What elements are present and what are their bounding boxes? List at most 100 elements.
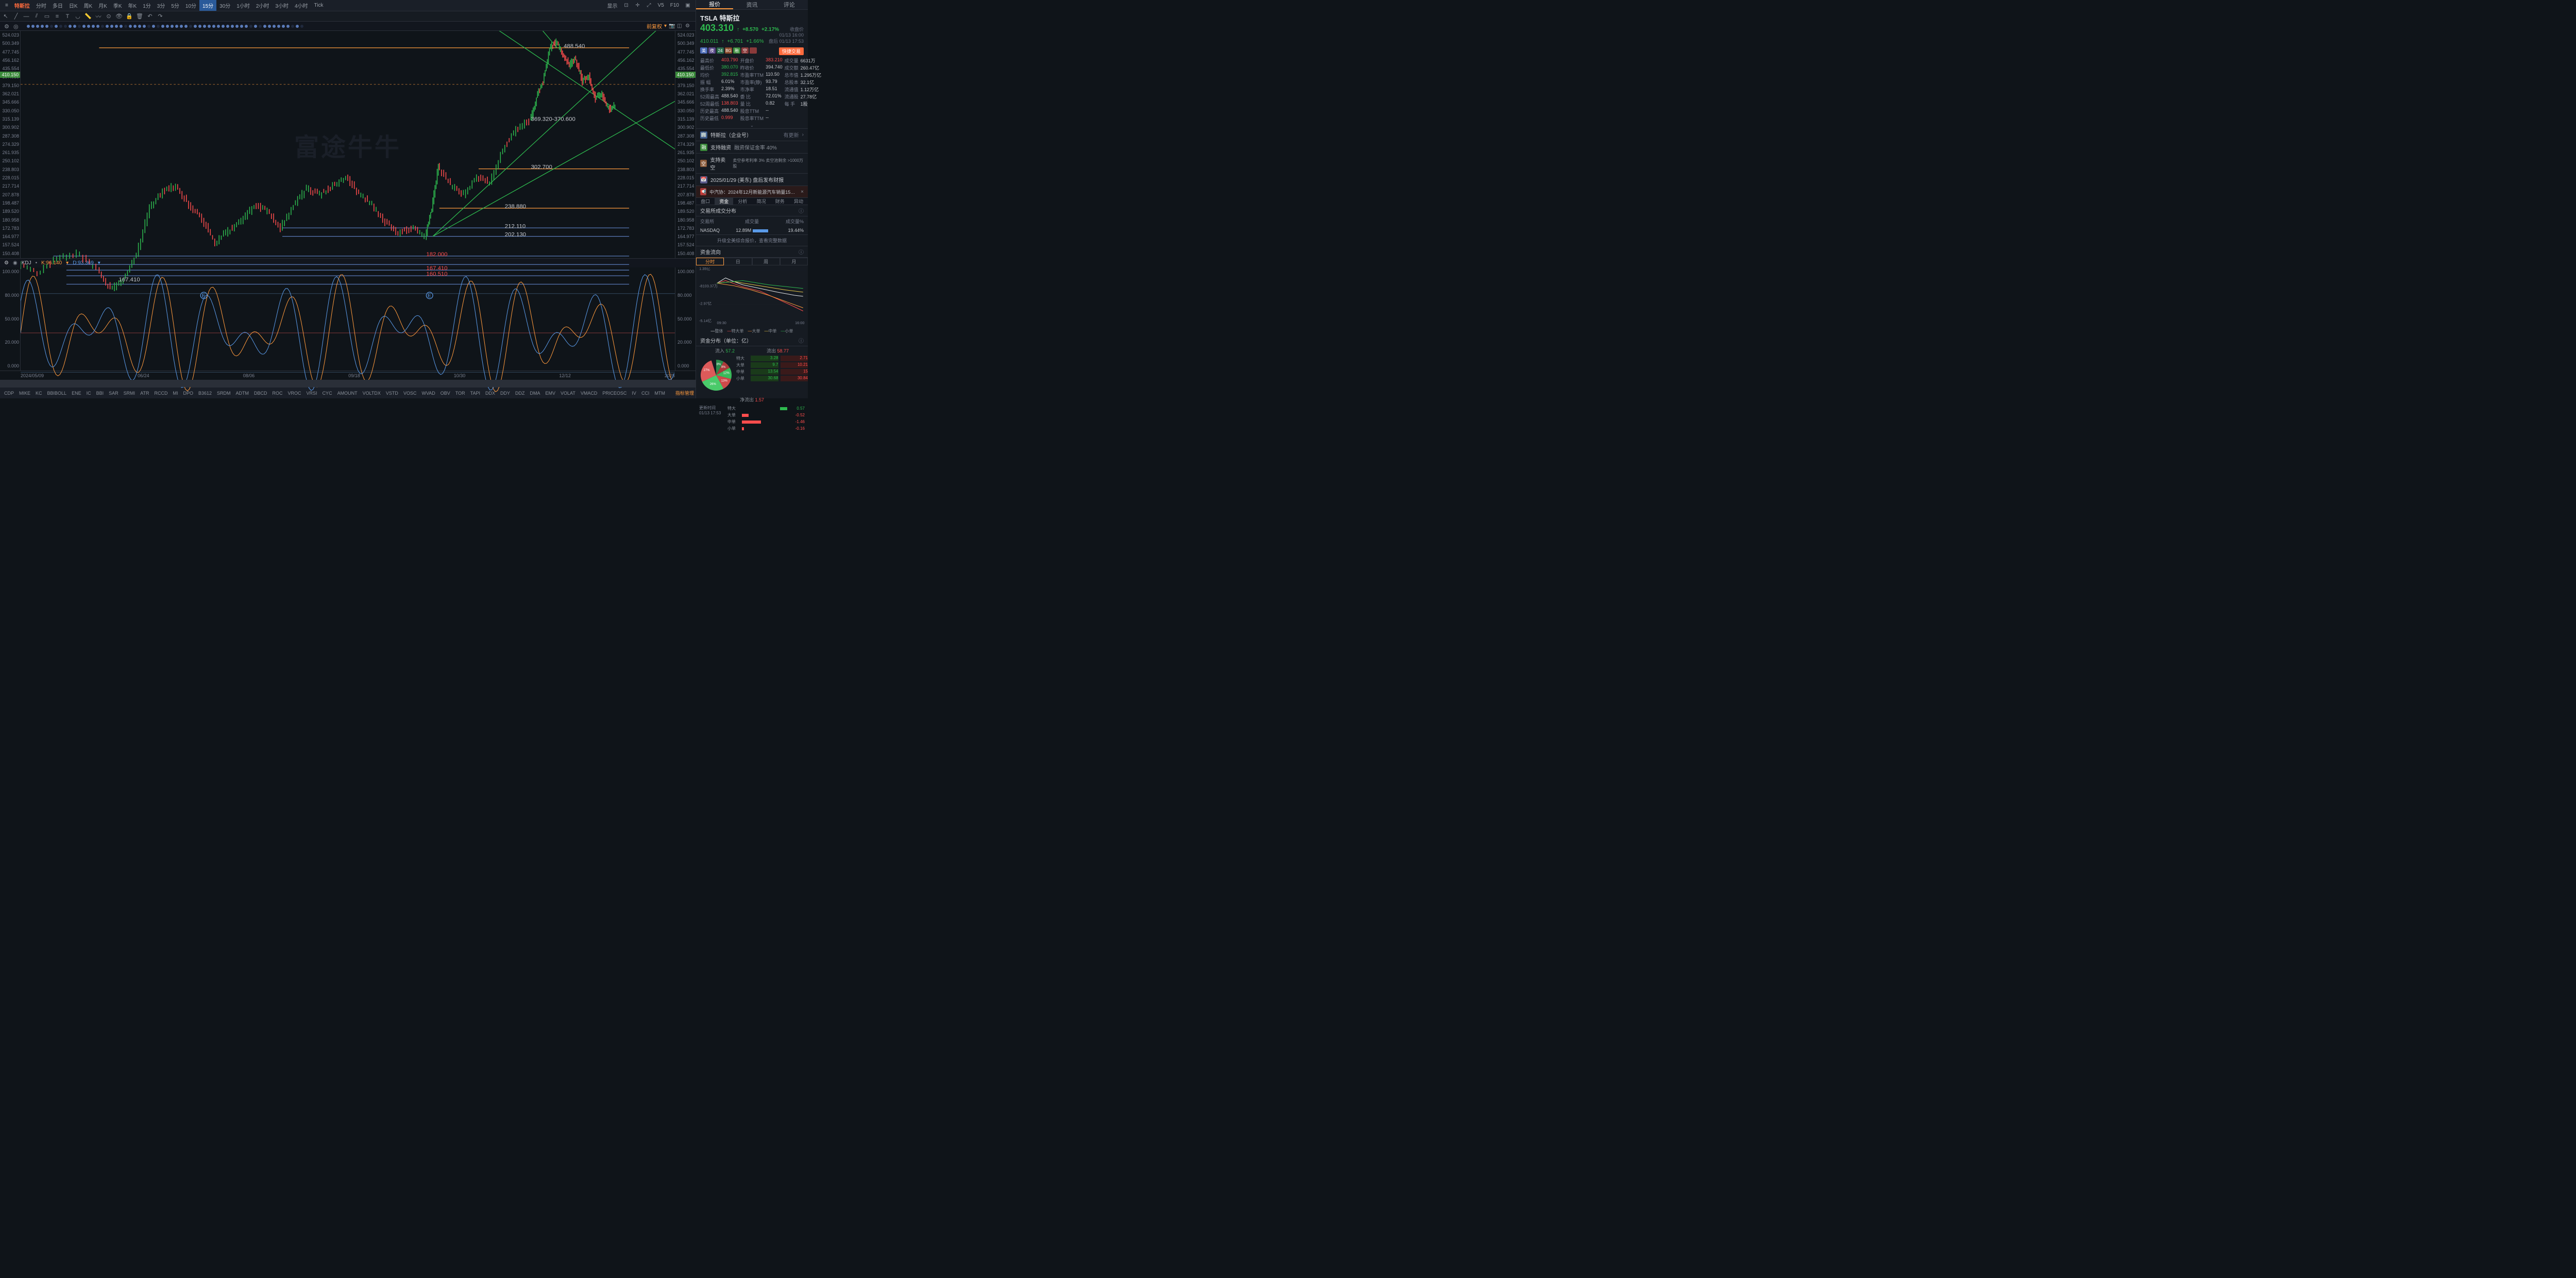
market-badge xyxy=(750,47,757,54)
side-tab-报价[interactable]: 报价 xyxy=(696,0,733,9)
news-icon: 📢 xyxy=(700,188,706,195)
timeframe-4小时[interactable]: 4小时 xyxy=(292,0,311,11)
crosshair-icon[interactable]: ✛ xyxy=(634,2,642,10)
time-slider[interactable] xyxy=(0,380,696,387)
trendline-icon[interactable]: ╱ xyxy=(12,13,20,20)
drawing-toolbar: ↖ ╱ — ⫽ ▭ ≡ T ◡ 📏 〰 ⊙ 👁 🔒 🗑 ↶ ↷ xyxy=(0,11,696,22)
measure-icon[interactable]: 📏 xyxy=(84,13,92,20)
display-menu[interactable]: 显示 xyxy=(604,0,621,11)
flow-chart-canvas[interactable]: 1.35亿-8103.37万-2.97亿-5.14亿09:3016:00 xyxy=(698,267,806,325)
flow-tab-日[interactable]: 日 xyxy=(724,258,752,265)
svg-text:202.130: 202.130 xyxy=(505,232,526,238)
trash-icon[interactable]: 🗑 xyxy=(136,13,143,20)
timeframe-月K[interactable]: 月K xyxy=(95,0,110,11)
timeframe-30分[interactable]: 30分 xyxy=(216,0,233,11)
timeframe-10分[interactable]: 10分 xyxy=(182,0,199,11)
side-tab-评论[interactable]: 评论 xyxy=(771,0,808,9)
sidebar-toggle-icon[interactable]: ▣ xyxy=(684,2,692,10)
timeframe-2小时[interactable]: 2小时 xyxy=(253,0,273,11)
price-change-pct: +2.17% xyxy=(761,27,779,32)
menu-icon[interactable]: ≡ xyxy=(2,0,11,11)
fast-trade-button[interactable]: 快捷交易 xyxy=(779,47,804,55)
view-icon[interactable]: ◫ xyxy=(677,23,683,29)
info-icon[interactable]: ⓘ xyxy=(799,337,804,344)
indicator-manage[interactable]: 指标管理 xyxy=(675,390,694,396)
price-change: +8.570 xyxy=(742,27,758,32)
timeframe-15分[interactable]: 15分 xyxy=(199,0,216,11)
restore-mode[interactable]: 前复权 xyxy=(647,22,662,30)
timeframe-日K[interactable]: 日K xyxy=(66,0,81,11)
upgrade-message[interactable]: 升级全美综合报价，查看完整数据 xyxy=(696,234,808,246)
timeframe-季K[interactable]: 季K xyxy=(110,0,125,11)
undo-icon[interactable]: ↶ xyxy=(146,13,154,20)
sub-tab-异动[interactable]: 异动 xyxy=(789,198,808,205)
margin-row[interactable]: 融 支持融资 融资保证金率 40% xyxy=(696,141,808,153)
flow-tab-月[interactable]: 月 xyxy=(780,258,808,265)
rect-icon[interactable]: ▭ xyxy=(43,13,50,20)
afterhours-price: 410.011 xyxy=(700,39,718,44)
timeframe-1分[interactable]: 1分 xyxy=(140,0,154,11)
flow-tab-分时[interactable]: 分时 xyxy=(696,258,724,265)
info-icon[interactable]: ⓘ xyxy=(799,207,804,214)
v5-button[interactable]: V5 xyxy=(655,0,667,11)
f10-button[interactable]: F10 xyxy=(667,0,682,11)
settings-icon[interactable]: ⚙ xyxy=(685,23,691,29)
sub-tab-资金[interactable]: 资金 xyxy=(715,198,733,205)
ticker: TSLA xyxy=(700,14,718,22)
kdj-panel[interactable]: 100.00080.00050.00020.0000.000 100.00080… xyxy=(0,267,696,371)
close-icon[interactable]: ◉ xyxy=(13,260,18,266)
chevron-down-icon[interactable]: ▾ xyxy=(664,23,667,29)
magnet-icon[interactable]: ⊙ xyxy=(105,13,112,20)
wave-icon[interactable]: 〰 xyxy=(95,13,102,20)
camera-icon[interactable]: 📷 xyxy=(669,23,675,29)
timeframe-分时[interactable]: 分时 xyxy=(33,0,49,11)
timeframe-3分[interactable]: 3分 xyxy=(154,0,168,11)
redo-icon[interactable]: ↷ xyxy=(157,13,164,20)
sub-tab-简况[interactable]: 简况 xyxy=(752,198,771,205)
stock-label[interactable]: 特斯拉 xyxy=(11,0,33,11)
gear-icon[interactable]: ⚙ xyxy=(4,23,10,29)
svg-text:302.700: 302.700 xyxy=(531,164,552,171)
expand-icon[interactable]: ⤢ xyxy=(645,2,653,10)
short-row[interactable]: 空 支持卖空 卖空参考利率 3% 卖空池剩余 >1000万股 xyxy=(696,153,808,173)
afterhours-pct: +1.66% xyxy=(746,39,764,44)
arc-icon[interactable]: ◡ xyxy=(74,13,81,20)
timeframe-3小时[interactable]: 3小时 xyxy=(272,0,292,11)
lock-icon[interactable]: 🔒 xyxy=(126,13,133,20)
side-tab-资讯[interactable]: 资讯 xyxy=(733,0,770,9)
news-row[interactable]: 📢 中汽协：2024年12月新能源汽车销量159.6万辆… × xyxy=(696,186,808,197)
text-icon[interactable]: T xyxy=(64,13,71,20)
channel-icon[interactable]: ⫽ xyxy=(33,13,40,20)
timeframe-1小时[interactable]: 1小时 xyxy=(233,0,253,11)
building-icon: 🏢 xyxy=(700,131,707,139)
svg-text:8%: 8% xyxy=(717,363,721,366)
margin-icon: 融 xyxy=(700,144,707,151)
svg-text:-2.97亿: -2.97亿 xyxy=(699,301,711,306)
info-icon[interactable]: ⓘ xyxy=(799,248,804,256)
sub-tab-财务[interactable]: 财务 xyxy=(771,198,789,205)
timeframe-5分[interactable]: 5分 xyxy=(168,0,182,11)
eye-icon[interactable]: 👁 xyxy=(115,13,123,20)
close-icon[interactable]: × xyxy=(801,189,804,195)
timeframe-Tick[interactable]: Tick xyxy=(311,0,327,11)
gear-icon[interactable]: ⚙ xyxy=(4,260,9,266)
hline-icon[interactable]: — xyxy=(23,13,30,20)
price-marker: 410.150 xyxy=(0,72,20,78)
kdj-canvas[interactable] xyxy=(21,267,675,398)
market-badge: 空 xyxy=(741,47,749,54)
timeframe-周K[interactable]: 周K xyxy=(81,0,96,11)
flow-tab-周[interactable]: 周 xyxy=(752,258,780,265)
timeframe-多日[interactable]: 多日 xyxy=(49,0,66,11)
indicator-CDP[interactable]: CDP xyxy=(4,391,14,396)
cursor-icon[interactable]: ↖ xyxy=(2,13,9,20)
svg-text:1.35亿: 1.35亿 xyxy=(699,267,710,271)
enterprise-row[interactable]: 🏢 特斯拉（企业号） 有更新 › xyxy=(696,128,808,141)
sub-tab-盘口[interactable]: 盘口 xyxy=(696,198,715,205)
fullscreen-icon[interactable]: ⊡ xyxy=(622,2,631,10)
main-chart[interactable]: 524.023500.349477.745456.162435.554397.0… xyxy=(0,31,696,258)
timeframe-年K[interactable]: 年K xyxy=(125,0,140,11)
sub-tab-分析[interactable]: 分析 xyxy=(733,198,752,205)
target-icon[interactable]: ◎ xyxy=(13,23,20,29)
fib-icon[interactable]: ≡ xyxy=(54,13,61,20)
earnings-row[interactable]: 📅 2025/01/29 (美东) 盘后发布财报 xyxy=(696,173,808,186)
